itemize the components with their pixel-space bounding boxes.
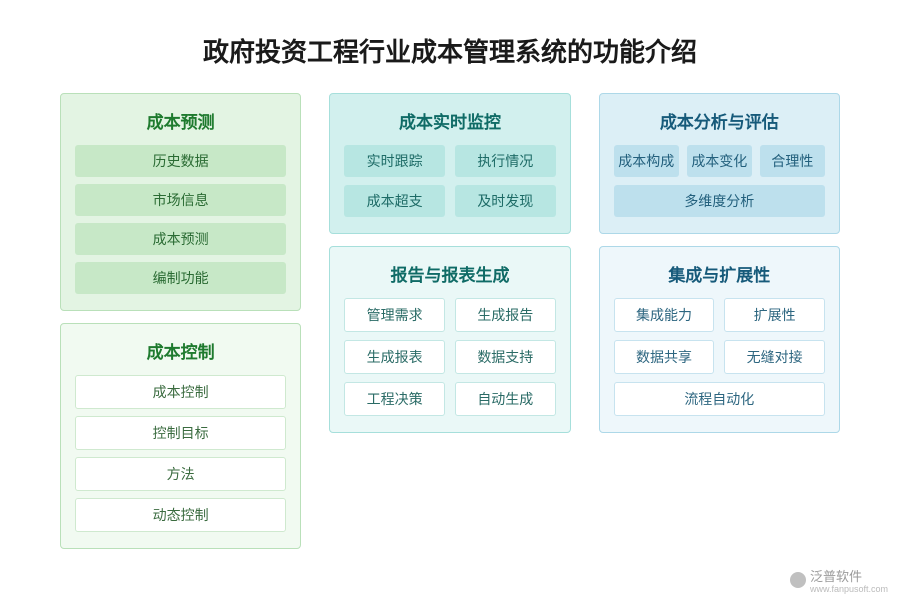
panel-item: 管理需求 [344,298,445,332]
panel-item: 多维度分析 [614,185,825,217]
panel-item: 及时发现 [455,185,556,217]
panel: 成本实时监控实时跟踪执行情况成本超支及时发现 [329,93,570,234]
panel-item: 流程自动化 [614,382,825,416]
panel-items: 成本构成成本变化合理性多维度分析 [614,145,825,217]
panel-item: 成本构成 [614,145,679,177]
watermark-sub: www.fanpusoft.com [810,585,888,594]
panel-title: 集成与扩展性 [614,261,825,286]
panel-title: 成本控制 [75,338,286,363]
panel: 成本分析与评估成本构成成本变化合理性多维度分析 [599,93,840,234]
panel: 成本预测历史数据市场信息成本预测编制功能 [60,93,301,311]
panel-title: 成本分析与评估 [614,108,825,133]
panel: 成本控制成本控制控制目标方法动态控制 [60,323,301,549]
page-title: 政府投资工程行业成本管理系统的功能介绍 [0,0,900,93]
panel-item: 无缝对接 [724,340,825,374]
panel: 报告与报表生成管理需求生成报告生成报表数据支持工程决策自动生成 [329,246,570,433]
watermark-logo-icon [790,572,806,588]
panel-item: 实时跟踪 [344,145,445,177]
panel-title: 成本实时监控 [344,108,555,133]
panel-item: 成本预测 [75,223,286,255]
panel-item: 成本控制 [75,375,286,409]
panel-item: 历史数据 [75,145,286,177]
panel-items: 实时跟踪执行情况成本超支及时发现 [344,145,555,217]
panel-item: 控制目标 [75,416,286,450]
panel-item: 扩展性 [724,298,825,332]
panel-item: 成本变化 [687,145,752,177]
column-1: 成本预测历史数据市场信息成本预测编制功能成本控制成本控制控制目标方法动态控制 [60,93,301,549]
panel-item: 数据共享 [614,340,715,374]
panel-item: 合理性 [760,145,825,177]
column-3: 成本分析与评估成本构成成本变化合理性多维度分析集成与扩展性集成能力扩展性数据共享… [599,93,840,549]
panel-item: 自动生成 [455,382,556,416]
panel-item: 执行情况 [455,145,556,177]
watermark: 泛普软件 www.fanpusoft.com [790,566,888,594]
panel-items: 集成能力扩展性数据共享无缝对接流程自动化 [614,298,825,416]
panel-item: 生成报告 [455,298,556,332]
panel-item: 生成报表 [344,340,445,374]
panel-item: 动态控制 [75,498,286,532]
panel-items: 成本控制控制目标方法动态控制 [75,375,286,532]
columns-container: 成本预测历史数据市场信息成本预测编制功能成本控制成本控制控制目标方法动态控制成本… [0,93,900,549]
panel-title: 成本预测 [75,108,286,133]
panel-item: 方法 [75,457,286,491]
panel-item: 市场信息 [75,184,286,216]
panel-items: 管理需求生成报告生成报表数据支持工程决策自动生成 [344,298,555,416]
panel-title: 报告与报表生成 [344,261,555,286]
column-2: 成本实时监控实时跟踪执行情况成本超支及时发现报告与报表生成管理需求生成报告生成报… [329,93,570,549]
panel-item: 成本超支 [344,185,445,217]
panel-item: 工程决策 [344,382,445,416]
watermark-text: 泛普软件 [810,569,862,584]
panel: 集成与扩展性集成能力扩展性数据共享无缝对接流程自动化 [599,246,840,433]
panel-items: 历史数据市场信息成本预测编制功能 [75,145,286,294]
panel-item: 编制功能 [75,262,286,294]
panel-item: 数据支持 [455,340,556,374]
panel-item: 集成能力 [614,298,715,332]
